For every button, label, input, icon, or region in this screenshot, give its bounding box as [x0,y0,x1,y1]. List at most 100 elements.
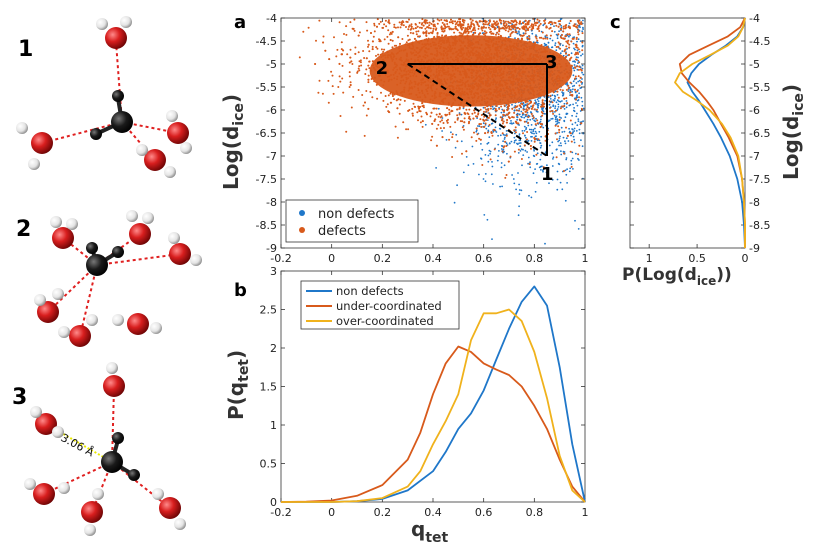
scatter-point-defects [567,84,570,87]
scatter-point-non-defects [533,149,535,152]
scatter-point-non-defects [516,116,519,119]
scatter-point-defects [477,112,480,115]
scatter-point-non-defects [576,99,579,102]
scatter-point-non-defects [578,128,581,131]
scatter-point-defects [432,23,435,26]
scatter-point-defects [367,64,370,67]
scatter-point-defects [578,84,581,87]
scatter-point-non-defects [551,141,554,144]
scatter-point-defects [577,153,580,156]
scatter-point-defects [365,21,368,24]
scatter-point-non-defects [537,102,540,105]
scatter-point-non-defects [551,165,554,167]
scatter-point-non-defects [486,119,489,121]
scatter-point-defects [370,32,372,34]
scatter-point-defects [426,113,428,116]
scatter-point-defects [460,32,463,35]
scatter-point-defects [554,124,557,127]
scatter-point-defects [391,30,394,33]
scatter-point-defects [455,27,458,30]
y-tick-label: -4 [749,12,760,25]
scatter-point-non-defects [577,38,580,41]
scatter-point-defects [523,25,525,28]
scatter-point-defects [443,127,445,129]
scatter-point-non-defects [435,167,437,169]
scatter-point-defects [536,27,539,30]
scatter-point-defects [413,37,416,40]
scatter-point-defects [549,110,552,113]
scatter-point-non-defects [563,130,566,133]
x-tick-label: 0 [742,252,749,265]
scatter-point-defects [492,20,495,23]
scatter-point-defects [491,134,494,137]
scatter-point-non-defects [552,99,555,101]
scatter-point-non-defects [560,117,562,119]
scatter-point-defects [508,25,511,28]
scatter-point-non-defects [491,161,493,163]
scatter-point-defects [566,102,569,105]
scatter-point-non-defects [546,164,548,167]
scatter-point-defects [513,150,516,153]
scatter-point-defects [383,48,386,51]
scatter-point-defects [561,89,564,92]
scatter-point-defects [424,27,427,30]
scatter-point-defects [435,107,438,110]
scatter-point-non-defects [572,74,575,77]
scatter-point-non-defects [571,114,573,117]
hydrogen-atom [136,144,148,156]
scatter-point-defects [549,34,552,37]
scatter-point-non-defects [559,135,561,138]
scatter-point-defects [536,18,539,21]
scatter-point-defects [497,33,500,36]
scatter-point-non-defects [542,169,544,172]
scatter-point-non-defects [542,110,545,113]
scatter-point-defects [476,23,479,26]
scatter-point-defects [456,108,459,111]
scatter-point-defects [493,22,496,25]
hydrogen-atom [50,216,62,228]
scatter-point-defects [459,23,462,26]
scatter-point-defects [468,120,471,123]
scatter-point-defects [422,24,425,27]
scatter-point-non-defects [532,130,535,133]
scatter-point-non-defects [500,111,503,114]
scatter-point-defects [420,115,423,118]
scatter-point-non-defects [559,181,562,184]
scatter-point-defects [346,53,349,56]
scatter-point-defects [556,138,558,141]
scatter-point-defects [553,21,556,24]
scatter-point-defects [349,48,352,51]
scatter-point-non-defects [558,113,561,116]
scatter-point-defects [318,79,321,82]
legend-marker [299,227,305,233]
scatter-point-defects [509,35,512,37]
scatter-point-defects [503,109,506,112]
scatter-point-defects [569,150,572,153]
scatter-point-defects [448,28,451,31]
scatter-point-non-defects [496,159,499,162]
hydrogen-atom [86,314,98,326]
scatter-point-defects [405,128,408,131]
x-tick-label: 0.2 [374,252,392,265]
scatter-point-defects [576,19,579,22]
oxygen-atom [167,122,189,144]
scatter-point-defects [577,29,580,32]
scatter-point-defects [573,25,576,27]
scatter-point-defects [400,21,403,24]
scatter-point-non-defects [565,173,568,176]
scatter-point-defects [534,24,537,27]
scatter-point-defects [495,33,497,36]
scatter-point-non-defects [556,132,558,134]
scatter-point-defects [353,29,356,32]
scatter-point-non-defects [475,129,478,132]
scatter-point-defects [544,22,546,25]
scatter-point-non-defects [556,178,559,181]
scatter-point-defects [528,35,530,37]
scatter-point-non-defects [560,153,563,156]
scatter-point-non-defects [519,150,522,152]
scatter-point-defects [418,21,421,24]
scatter-point-non-defects [484,124,487,126]
scatter-point-defects [357,89,360,91]
scatter-point-defects [466,30,469,33]
scatter-point-defects [399,98,402,101]
